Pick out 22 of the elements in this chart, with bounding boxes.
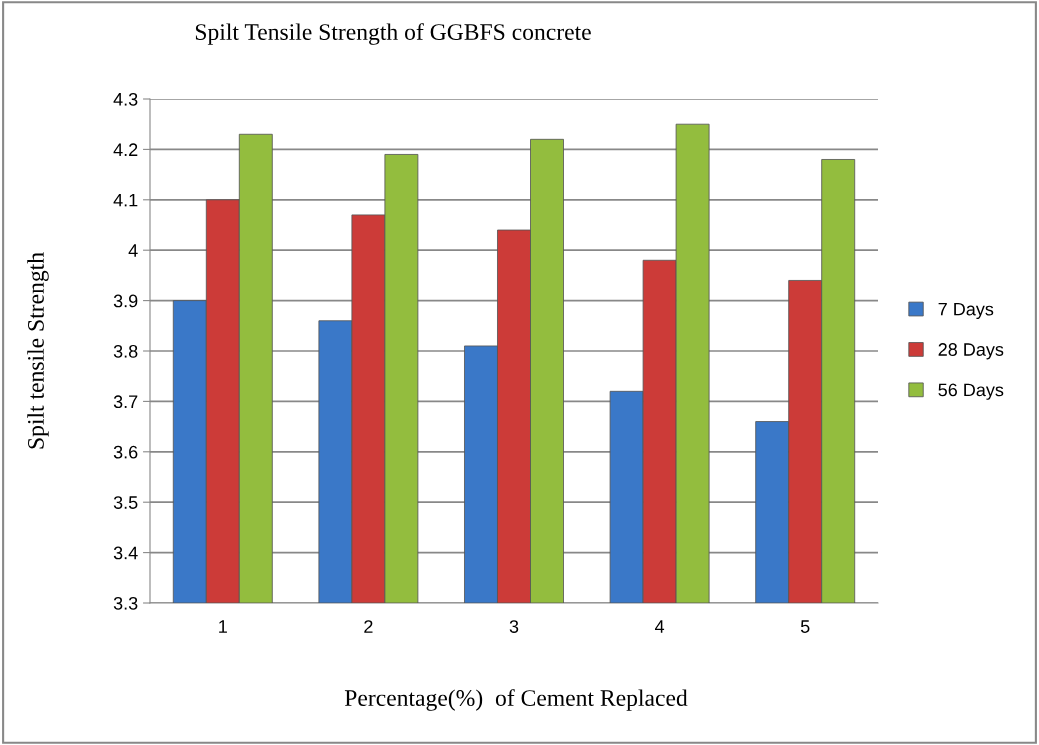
y-tick-label: 4.3 [113, 92, 138, 106]
x-tick-label: 5 [800, 620, 810, 633]
x-axis-title: Percentage(%) of Cement Replaced [344, 689, 688, 711]
y-tick-label: 3.8 [113, 344, 138, 358]
x-tick-label: 3 [509, 620, 519, 633]
y-tick-label: 4.1 [113, 193, 138, 207]
y-tick-label: 3.5 [113, 496, 138, 509]
y-tick-label: 3.7 [113, 395, 138, 409]
y-tick-label: 3.3 [113, 596, 138, 610]
y-tick-label: 3.6 [113, 445, 138, 459]
y-tick-label: 4 [128, 244, 138, 257]
y-axis-title: Spilt tensile Strength [27, 252, 49, 449]
x-tick-label: 1 [219, 620, 227, 633]
x-tick-label: 4 [654, 620, 665, 633]
legend-label: 28 Days [938, 343, 1004, 360]
y-tick-label: 3.4 [113, 546, 138, 560]
y-tick-label: 3.9 [113, 294, 138, 308]
chart-title: Spilt Tensile Strength of GGBFS concrete [195, 23, 591, 45]
y-tick-label: 4.2 [113, 143, 138, 156]
legend-label: 56 Days [938, 383, 1004, 400]
legend-label: 7 Days [938, 302, 994, 320]
x-tick-label: 2 [364, 620, 373, 633]
